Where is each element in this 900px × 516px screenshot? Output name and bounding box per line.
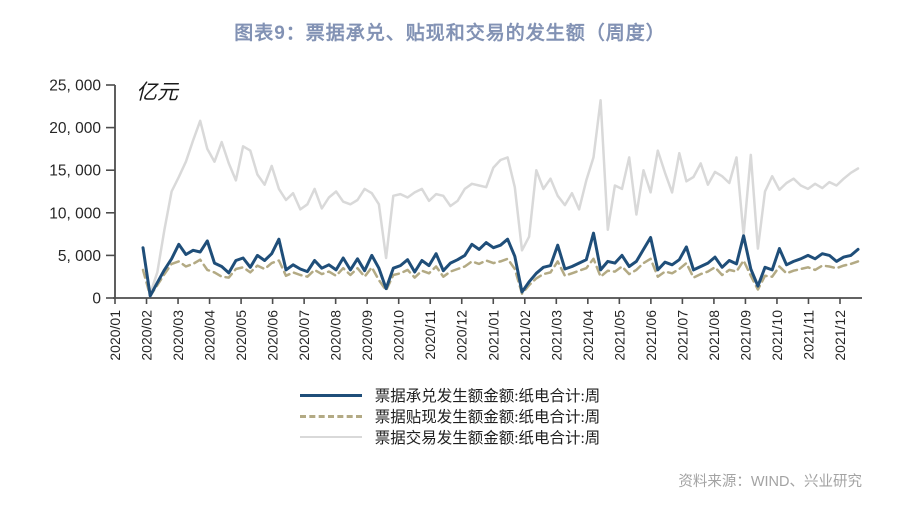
trading-line-sample (299, 436, 362, 438)
y-tick-label: 10, 000 (49, 205, 101, 222)
x-tick-label: 2021/04 (580, 310, 596, 361)
x-tick-label: 2020/08 (328, 310, 344, 361)
legend-item-acceptance: 票据承兑发生额金额:纸电合计:周 (299, 386, 601, 405)
legend-label-discount: 票据贴现发生额金额:纸电合计:周 (374, 409, 601, 426)
x-tick-label: 2021/08 (706, 310, 722, 361)
x-tick-label: 2020/07 (296, 310, 312, 361)
series-line-0 (141, 231, 860, 298)
x-tick-label: 2021/10 (769, 310, 785, 361)
y-tick-label: 15, 000 (49, 163, 101, 180)
x-tick-label: 2020/06 (265, 310, 281, 361)
x-tick-label: 2021/12 (832, 310, 848, 361)
x-tick-label: 2021/05 (611, 310, 627, 361)
x-tick-label: 2020/10 (391, 310, 407, 361)
legend-item-discount: 票据贴现发生额金额:纸电合计:周 (299, 407, 601, 426)
discount-line-sample (299, 414, 362, 418)
x-tick-label: 2020/02 (139, 310, 155, 361)
x-tick-label: 2021/01 (485, 310, 501, 361)
x-tick-label: 2020/04 (202, 310, 218, 361)
x-tick-label: 2020/12 (454, 310, 470, 361)
chart-title: 图表9：票据承兑、贴现和交易的发生额（周度） (234, 23, 666, 44)
y-axis-unit-label: 亿元 (136, 80, 178, 104)
axes: 0 5, 000 10, 000 15, 000 20, 000 25, 000 2020/… (49, 78, 862, 361)
x-tick-label: 2020/09 (359, 310, 375, 361)
series-line-2 (148, 99, 860, 295)
x-tick-label: 2021/06 (643, 310, 659, 361)
x-tick-label: 2021/02 (517, 310, 533, 361)
x-tick-label: 2021/07 (674, 310, 690, 361)
x-tick-label: 2021/09 (737, 310, 753, 361)
x-tick-label: 2020/05 (233, 310, 249, 361)
x-tick-label: 2021/11 (800, 310, 816, 360)
y-tick-label: 25, 000 (49, 78, 101, 95)
x-tick-label: 2020/01 (107, 310, 123, 361)
y-tick-label: 0 (92, 291, 101, 308)
legend-label-trading: 票据交易发生额金额:纸电合计:周 (374, 430, 601, 447)
acceptance-line-sample (299, 393, 362, 397)
series-line-1 (141, 257, 860, 298)
data-source-note: 资料来源：WIND、兴业研究 (678, 474, 862, 490)
y-tick-label: 20, 000 (49, 120, 101, 137)
x-tick-label: 2020/03 (170, 310, 186, 361)
x-tick-label: 2020/11 (422, 310, 438, 360)
legend-label-acceptance: 票据承兑发生额金额:纸电合计:周 (374, 388, 601, 405)
x-tick-label: 2021/03 (548, 310, 564, 361)
y-tick-label: 5, 000 (58, 248, 101, 265)
legend: 票据承兑发生额金额:纸电合计:周 票据贴现发生额金额:纸电合计:周 票据交易发生… (0, 386, 900, 447)
legend-item-trading: 票据交易发生额金额:纸电合计:周 (299, 428, 601, 447)
